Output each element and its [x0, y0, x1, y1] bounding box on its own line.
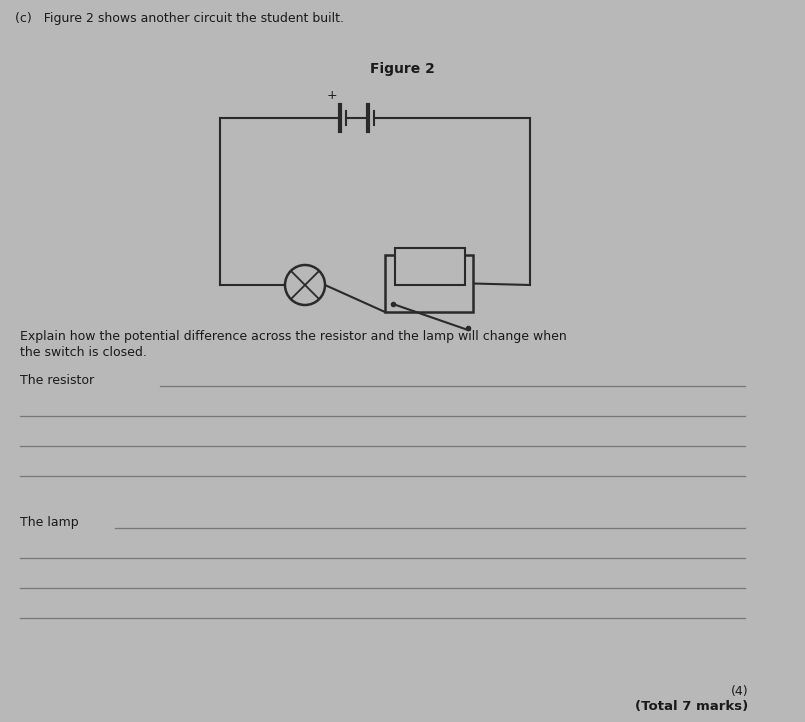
Circle shape [285, 265, 325, 305]
Text: (c)   Figure 2 shows another circuit the student built.: (c) Figure 2 shows another circuit the s… [15, 12, 344, 25]
Text: The lamp: The lamp [20, 516, 79, 529]
Text: (Total 7 marks): (Total 7 marks) [635, 700, 748, 713]
Bar [395, 248, 465, 285]
Text: the switch is closed.: the switch is closed. [20, 346, 147, 359]
Text: +: + [327, 89, 337, 102]
Text: Explain how the potential difference across the resistor and the lamp will chang: Explain how the potential difference acr… [20, 330, 567, 343]
Text: The resistor: The resistor [20, 374, 94, 387]
Text: (4): (4) [730, 685, 748, 698]
Bar [385, 255, 473, 312]
Text: Figure 2: Figure 2 [369, 62, 435, 76]
